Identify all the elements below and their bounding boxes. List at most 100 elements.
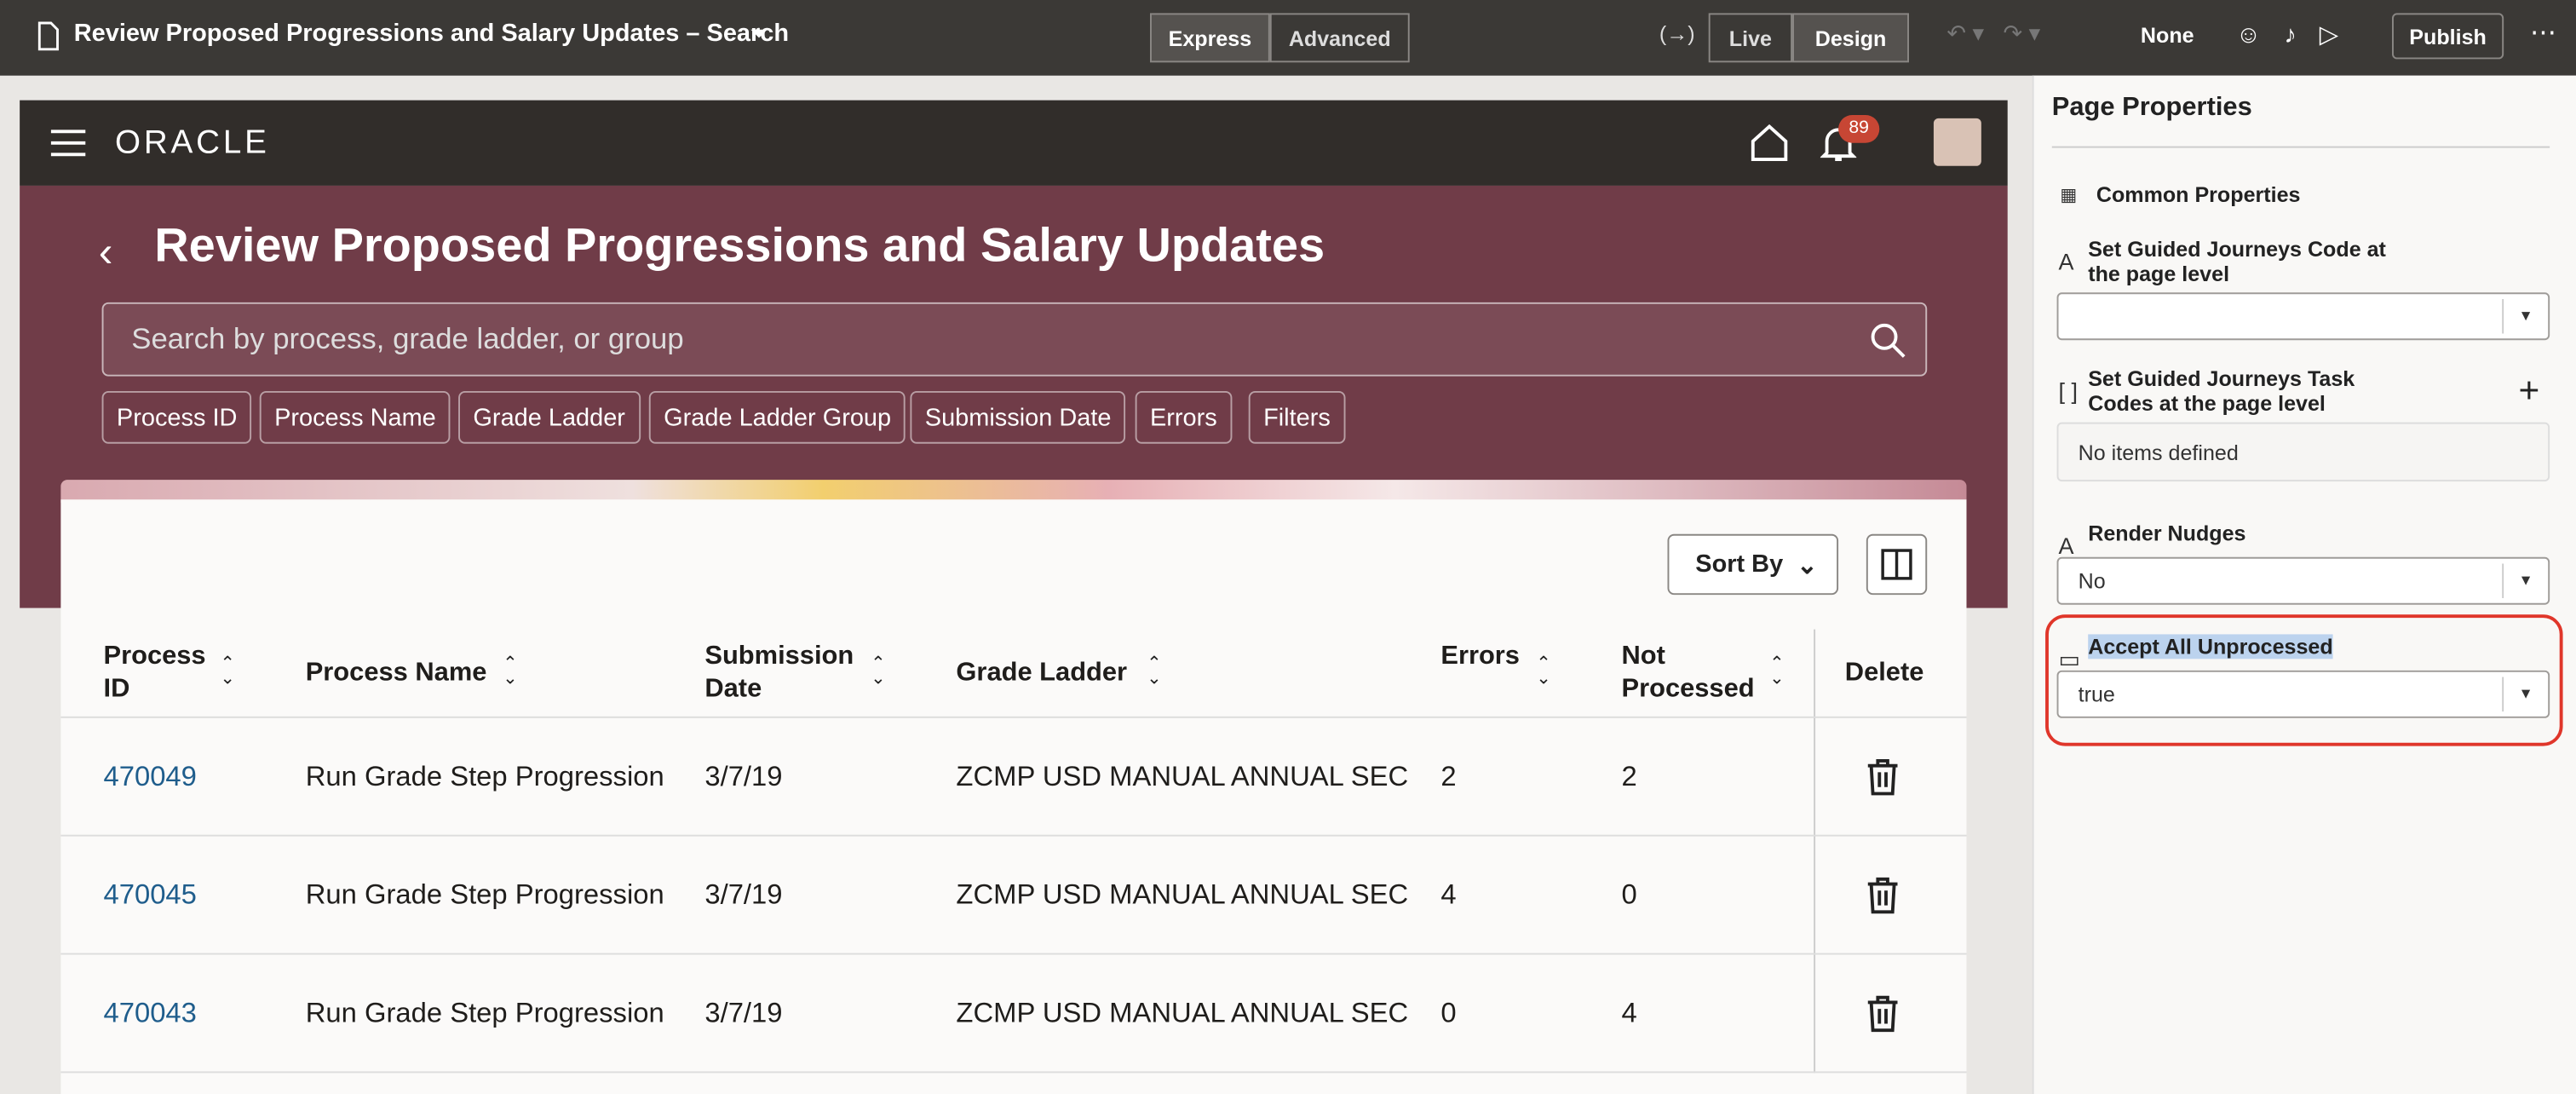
select-caret[interactable]: ▼ <box>2502 677 2548 712</box>
header-rule <box>60 716 1967 718</box>
table-cell: 3/7/19 <box>704 997 783 1029</box>
view-option[interactable]: Live <box>1708 13 1793 63</box>
property-label: Set Guided Journeys Code at the page lev… <box>2088 236 2386 286</box>
property-label: Accept All Unprocessed <box>2088 634 2333 659</box>
select-box[interactable]: No ▼ <box>2056 556 2550 605</box>
column-header[interactable]: Errors <box>1440 642 1520 671</box>
table-cell: 4 <box>1621 997 1637 1029</box>
table-cell: Run Grade Step Progression <box>305 997 664 1029</box>
sort-icon[interactable]: ⌃ ⌄ <box>871 654 886 689</box>
select-caret[interactable]: ▼ <box>2502 298 2548 334</box>
panel-separator <box>2051 146 2550 148</box>
filter-chip[interactable]: Grade Ladder Group <box>648 390 906 444</box>
delete-button[interactable] <box>1863 876 1902 924</box>
common-properties: Common Properties <box>2096 182 2301 207</box>
more-button[interactable]: ⋯ <box>2529 20 2556 48</box>
column-divider <box>1814 629 1816 1074</box>
row-rule <box>60 834 1967 837</box>
sort-icon[interactable]: ⌃ ⌄ <box>1536 654 1551 689</box>
filter-chip[interactable]: Errors <box>1135 390 1233 444</box>
column-header[interactable]: Not Processed <box>1621 642 1755 704</box>
variables-icon[interactable]: (→) <box>1659 21 1695 46</box>
select-value: No <box>2078 568 2106 594</box>
menu-icon[interactable] <box>50 128 87 158</box>
select-caret[interactable]: ▼ <box>2502 563 2548 598</box>
view-toggle: Live Design <box>1708 13 1909 63</box>
list-box: No items defined <box>2056 422 2550 482</box>
filter-chip[interactable]: Grade Ladder <box>458 390 641 444</box>
table-cell: 0 <box>1621 878 1637 911</box>
mode-toggle: Express Advanced <box>1149 13 1410 63</box>
delete-button[interactable] <box>1863 757 1902 805</box>
notification-badge: 89 <box>1838 114 1880 143</box>
select-box[interactable]: ▼ <box>2056 292 2550 341</box>
logo: ORACLE <box>114 124 270 161</box>
sort-icon[interactable]: ⌃ ⌄ <box>1769 654 1785 689</box>
back-button[interactable]: ‹ <box>98 227 113 276</box>
process-id-link[interactable]: 470045 <box>103 878 197 911</box>
card-decoration <box>60 480 1967 504</box>
filter-chip[interactable]: Filters <box>1248 390 1346 444</box>
search-box[interactable] <box>101 302 1928 377</box>
column-header[interactable]: Grade Ladder <box>956 659 1128 688</box>
delete-button[interactable] <box>1863 994 1902 1042</box>
sort-icon[interactable]: ⌃ ⌄ <box>503 654 518 689</box>
search-icon[interactable] <box>1868 320 1907 360</box>
table-cell: ZCMP USD MANUAL ANNUAL SEC <box>956 878 1409 911</box>
mode-option[interactable]: Advanced <box>1269 13 1410 63</box>
plus-button[interactable]: + <box>2518 369 2540 412</box>
table-cell: Run Grade Step Progression <box>305 760 664 792</box>
table-cell: ZCMP USD MANUAL ANNUAL SEC <box>956 760 1409 792</box>
avatar[interactable] <box>1933 118 1981 166</box>
toolbar-icons[interactable]: ☺♪▷ <box>2235 21 2362 49</box>
filter-chip[interactable]: Process Name <box>259 390 451 444</box>
filter-chip[interactable]: Submission Date <box>910 390 1126 444</box>
none-label[interactable]: None <box>2140 22 2194 48</box>
select-value: true <box>2078 682 2115 707</box>
table-cell: 3/7/19 <box>704 760 783 792</box>
table-cell: 4 <box>1440 878 1457 911</box>
sort-by-button[interactable]: Sort By ⌄ <box>1667 533 1839 596</box>
mode-option[interactable]: Express <box>1149 13 1270 63</box>
process-id-link[interactable]: 470049 <box>103 760 197 792</box>
property-icon: A <box>2058 248 2074 275</box>
sort-icon[interactable]: ⌃ ⌄ <box>220 654 236 689</box>
row-rule <box>60 953 1967 955</box>
table-cell: 0 <box>1440 997 1457 1029</box>
row-rule <box>60 1071 1967 1074</box>
sort-icon[interactable]: ⌃ ⌄ <box>1147 654 1162 689</box>
common-icon: ▦ <box>2060 185 2078 206</box>
home-icon[interactable] <box>1750 124 1789 163</box>
filter-chip[interactable]: Process ID <box>101 390 252 444</box>
column-header[interactable]: Process ID <box>103 642 206 704</box>
panel-title: Page Properties <box>2051 93 2252 122</box>
process-id-link[interactable]: 470043 <box>103 997 197 1029</box>
property-icon: A <box>2058 532 2074 559</box>
property-icon: [ ] <box>2058 377 2079 405</box>
publish-button[interactable]: Publish <box>2391 13 2504 60</box>
table-cell: 2 <box>1440 760 1457 792</box>
column-header: Delete <box>1844 659 1924 688</box>
layout-toggle[interactable] <box>1866 533 1928 596</box>
view-option[interactable]: Design <box>1792 13 1909 63</box>
title-caret[interactable] <box>749 28 768 41</box>
page-icon <box>37 21 59 51</box>
app-title: Review Proposed Progressions and Salary … <box>154 220 1325 274</box>
property-label: Render Nudges <box>2088 521 2246 546</box>
highlight-outline <box>2045 614 2563 746</box>
property-icon: ▭ <box>2058 645 2081 672</box>
table-cell: ZCMP USD MANUAL ANNUAL SEC <box>956 997 1409 1029</box>
toolbar <box>0 0 2576 76</box>
search-placeholder: Search by process, grade ladder, or grou… <box>131 321 684 355</box>
column-header[interactable]: Process Name <box>305 659 487 688</box>
table-cell: Run Grade Step Progression <box>305 878 664 911</box>
property-label: Set Guided Journeys Task Codes at the pa… <box>2088 366 2355 416</box>
undo-redo[interactable]: ↶ ▾ ↷ ▾ <box>1946 20 2041 46</box>
sort-by-label: Sort By <box>1695 550 1784 579</box>
table-cell: 3/7/19 <box>704 878 783 911</box>
results-card <box>60 499 1967 1094</box>
select-box[interactable]: true ▼ <box>2056 670 2550 718</box>
app-header <box>20 100 2008 186</box>
column-header[interactable]: Submission Date <box>704 642 854 704</box>
